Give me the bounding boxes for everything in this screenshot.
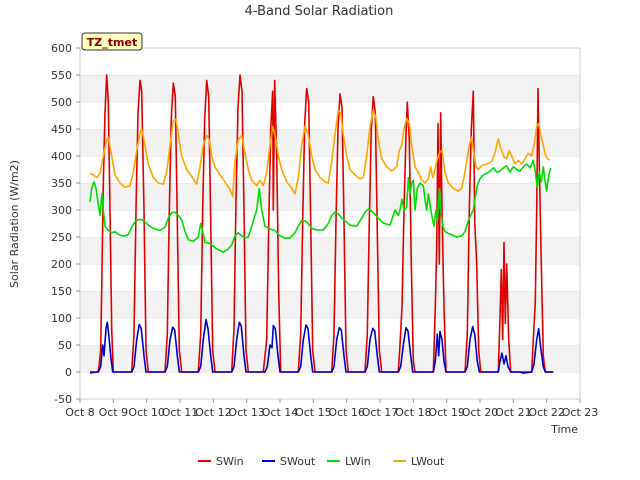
y-tick-label: 0	[65, 366, 72, 379]
site-label: TZ_tmet	[87, 36, 137, 49]
y-tick-label: 300	[51, 204, 72, 217]
series-line-swout	[90, 318, 554, 374]
grid-band	[80, 210, 580, 237]
y-tick-label: 350	[51, 177, 72, 190]
x-tick-label: Oct 17	[362, 406, 399, 419]
y-tick-label: 200	[51, 258, 72, 271]
y-axis: -50 0 50 100 150 200 250 300 350 400 450 500 550 600	[51, 42, 80, 406]
x-tick-label: Oct 9	[99, 406, 129, 419]
grid-bands	[80, 47, 580, 399]
grid-band	[80, 48, 580, 75]
x-tick-label: Oct 13	[228, 406, 265, 419]
grid-band	[80, 318, 580, 345]
y-tick-label: 150	[51, 285, 72, 298]
series-line-lwin	[89, 159, 552, 253]
legend-label-swin: SWin	[216, 455, 244, 468]
x-tick-label: Oct 11	[162, 406, 199, 419]
grid-band	[80, 291, 580, 318]
plot-area	[79, 47, 581, 400]
legend-label-lwin: LWin	[345, 455, 371, 468]
series-line-lwout	[89, 109, 551, 198]
y-tick-label: 250	[51, 231, 72, 244]
x-axis-title: Time	[550, 423, 578, 436]
site-label-box: TZ_tmet	[81, 32, 143, 51]
y-tick-label: 400	[51, 150, 72, 163]
x-tick-label: Oct 14	[262, 406, 299, 419]
grid-band	[80, 75, 580, 102]
grid-band	[80, 129, 580, 156]
y-tick-label: 450	[51, 123, 72, 136]
grid-band	[80, 183, 580, 210]
y-tick-label: -50	[54, 393, 72, 406]
legend: SWin SWout LWin LWout	[198, 455, 445, 468]
y-tick-label: 600	[51, 42, 72, 55]
grid-band	[80, 264, 580, 291]
x-tick-label: Oct 20	[462, 406, 499, 419]
grid-band	[80, 102, 580, 129]
legend-label-swout: SWout	[280, 455, 316, 468]
x-tick-label: Oct 8	[65, 406, 95, 419]
chart-title: 4-Band Solar Radiation	[245, 4, 394, 19]
grid-band	[80, 237, 580, 264]
x-tick-label: Oct 21	[495, 406, 532, 419]
x-tick-label: Oct 10	[128, 406, 165, 419]
x-tick-label: Oct 16	[328, 406, 365, 419]
legend-label-lwout: LWout	[411, 455, 445, 468]
grid-band	[80, 372, 580, 399]
y-tick-label: 100	[51, 312, 72, 325]
x-tick-label: Oct 18	[395, 406, 432, 419]
y-tick-label: 550	[51, 69, 72, 82]
grid-band	[80, 345, 580, 372]
series-lines	[89, 74, 554, 374]
y-axis-title: Solar Radiation (W/m2)	[8, 160, 21, 288]
x-tick-label: Oct 15	[295, 406, 332, 419]
x-tick-label: Oct 23	[562, 406, 599, 419]
x-tick-label: Oct 19	[428, 406, 465, 419]
y-tick-label: 50	[58, 339, 72, 352]
x-tick-label: Oct 22	[528, 406, 565, 419]
x-tick-label: Oct 12	[195, 406, 232, 419]
y-tick-label: 500	[51, 96, 72, 109]
